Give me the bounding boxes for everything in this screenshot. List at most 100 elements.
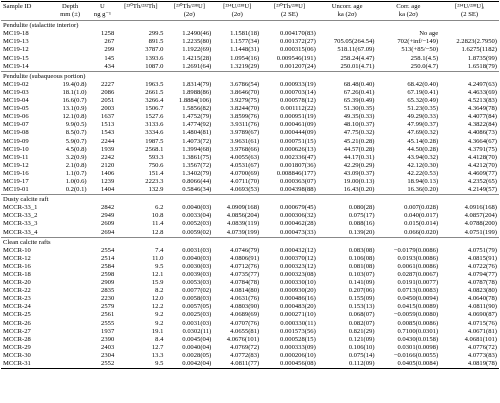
text: 51.30(0.35) — [343, 105, 375, 113]
text: MCCR-28 — [3, 335, 31, 343]
text: 4.0715(76) — [467, 319, 497, 327]
cell: 4.0689(69) — [213, 311, 261, 319]
cell: MCCR-23 — [1, 295, 52, 303]
column-header: Uncorr. age ka (2σ) — [318, 2, 377, 21]
text: 7.4 — [155, 246, 164, 254]
text: 1.0954(16) — [230, 54, 260, 62]
text: 1258 — [101, 30, 115, 38]
cell: 0.081(08) — [318, 263, 377, 271]
cell: 0.0039(03) — [165, 271, 213, 279]
cell: 4.2352(65) — [440, 178, 499, 186]
cell: 1.8884(106) — [165, 97, 213, 105]
text: MC19-10 — [3, 145, 29, 153]
text: 1.1577(34) — [230, 38, 260, 46]
text: 9.2 — [155, 311, 164, 319]
section-row: Pendulite (subaqueous portion) — [1, 70, 499, 81]
text: MCCR-22 — [3, 287, 31, 295]
text: 0.0085(0.0086) — [397, 319, 439, 327]
text: [²³⁰Th/²³²Th] — [124, 3, 158, 10]
text: 19.4(0.8) — [62, 80, 87, 88]
text: 1.3567(72) — [182, 161, 212, 169]
text: 4.0769(72) — [230, 343, 260, 351]
text: MC19-02 — [3, 80, 29, 88]
cell: 44.50(0.28) — [377, 146, 441, 154]
cell: 1087.0 — [116, 63, 165, 72]
cell: 68.42(0.40) — [377, 81, 441, 89]
text: 10.8 — [151, 212, 164, 220]
text: U — [100, 3, 105, 10]
text: 43.94(0.32) — [407, 153, 439, 161]
text: MCCR-30 — [3, 351, 31, 359]
text: MCCR-33_1 — [3, 204, 38, 212]
text: Pendulite (stalactite interior) — [3, 22, 79, 30]
data-row: MC19-14 434 1087.0 1.2691(64) 1.3219(29) 0.00… — [1, 63, 499, 72]
text: 18.94(0.13) — [407, 177, 439, 185]
column-header: [²³⁴U/²³⁸U]ᵢ (2 SE) — [440, 2, 499, 21]
cell: 4.0916(168) — [440, 204, 499, 212]
cell: 0.001207(24) — [261, 63, 318, 72]
text: 2835 — [101, 287, 115, 295]
cell: 0.0031(03) — [165, 320, 213, 328]
text: ng g⁻¹ — [93, 11, 111, 19]
text: 0.002336(47) — [280, 153, 316, 161]
text: 67.19(0.41) — [407, 88, 439, 96]
text: 0.0713(0.0083) — [397, 287, 439, 295]
cell: 2842 — [89, 204, 117, 212]
text: 3266.4 — [145, 97, 164, 105]
cell: 4.0676(101) — [213, 336, 261, 344]
cell: 0.000456(08) — [261, 360, 318, 369]
cell: 0.139(20) — [318, 229, 377, 238]
cell: 8.5(0.7) — [52, 129, 89, 137]
cell: 2.2823(2.7950) — [440, 38, 499, 46]
cell — [52, 311, 89, 319]
text: 4.0751(199) — [464, 228, 497, 236]
cell: 4.4633(69) — [440, 89, 499, 97]
cell: 0.0058(03) — [165, 295, 213, 303]
data-row: MCCR-10 2554 7.4 0.0031(03) 4.0746(79) 0.0004… — [1, 247, 499, 255]
text: 513(+85/−50) — [401, 46, 439, 54]
cell: 4.0681(101) — [440, 336, 499, 344]
cell: MC19-11 — [1, 154, 52, 162]
text: 2598 — [101, 271, 115, 278]
text: 2403 — [101, 343, 115, 351]
cell: 2949 — [89, 212, 117, 220]
text: (2σ) — [231, 11, 243, 19]
cell: 42.29(0.29) — [318, 162, 377, 170]
text: 4.0776(72) — [467, 343, 497, 351]
text: 15.9 — [151, 279, 164, 287]
cell: 4.4077(84) — [440, 113, 499, 121]
cell: 0.0040(04) — [165, 344, 213, 352]
cell: 42.22(0.53) — [377, 170, 441, 178]
cell: MC19-09 — [1, 138, 52, 146]
cell: 2223.3 — [116, 178, 165, 186]
cell: 1.3567(72) — [165, 162, 213, 170]
text: 4.2497(63) — [467, 80, 497, 88]
cell: 0.8066(44) — [165, 178, 213, 186]
text: 19.1 — [151, 327, 164, 335]
cell: 4.4212(70) — [440, 162, 499, 170]
cell: 47.75(0.32) — [318, 129, 377, 137]
cell: 3.8646(70) — [213, 89, 261, 97]
text: 0.000444(09) — [280, 129, 316, 137]
cell — [52, 220, 89, 228]
cell: 4.0751(79) — [440, 247, 499, 255]
text: 4.4077(84) — [467, 113, 497, 121]
text: 258.24(4.47) — [340, 54, 375, 62]
cell: 1.8735(99) — [440, 55, 499, 63]
text: MCCR-25 — [3, 311, 31, 319]
text: 12.1 — [151, 271, 164, 278]
cell: 3.8244(70) — [213, 105, 261, 113]
cell: MC19-06 — [1, 113, 52, 121]
cell: 12.8 — [116, 229, 165, 238]
text: MC19-08 — [3, 129, 29, 137]
cell: 267 — [89, 38, 117, 46]
cell: 513(+85/−50) — [377, 46, 441, 54]
cell: MCCR-25 — [1, 311, 52, 319]
text: 0.015(0.014) — [404, 220, 439, 228]
text: 0.001372(27) — [280, 38, 316, 46]
cell: 45.21(0.28) — [318, 138, 377, 146]
data-row: MC19-18 1258 299.5 1.2490(46) 1.1581(18) 0.00… — [1, 30, 499, 38]
cell: 49.35(0.33) — [318, 113, 377, 121]
text: 1.0(0.6) — [65, 177, 87, 185]
text: 0.040(0.017) — [404, 212, 439, 220]
